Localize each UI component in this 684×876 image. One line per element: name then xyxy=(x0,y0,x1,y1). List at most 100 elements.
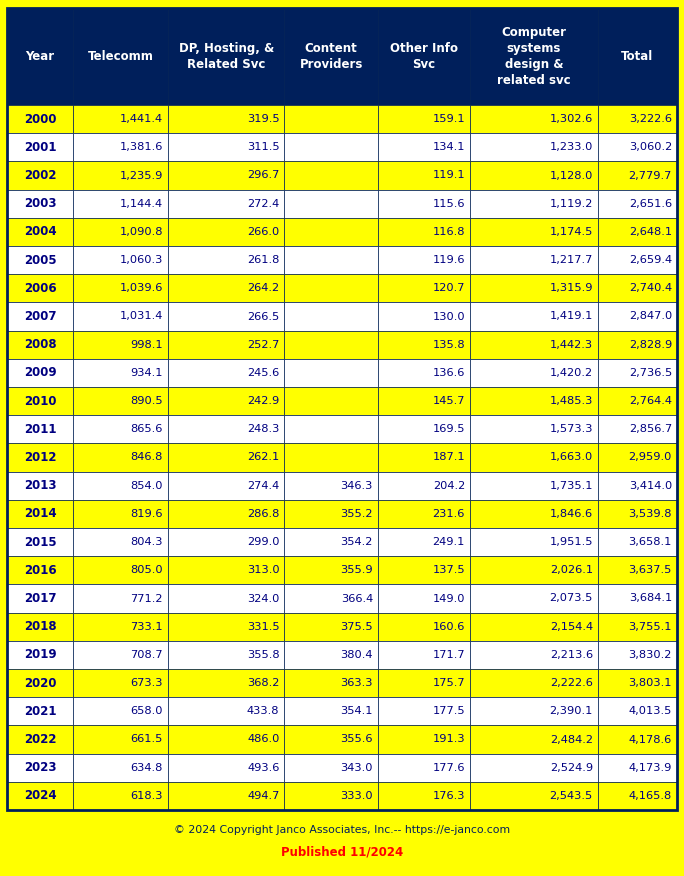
Text: 1,951.5: 1,951.5 xyxy=(549,537,593,548)
Text: © 2024 Copyright Janco Associates, Inc.-- https://e-janco.com: © 2024 Copyright Janco Associates, Inc.-… xyxy=(174,825,510,835)
Bar xyxy=(7,387,73,415)
Bar xyxy=(73,725,168,753)
Text: 1,381.6: 1,381.6 xyxy=(120,142,163,152)
Text: 661.5: 661.5 xyxy=(131,734,163,745)
Bar xyxy=(598,443,677,471)
Text: 2022: 2022 xyxy=(24,733,56,746)
Bar xyxy=(470,330,598,359)
Bar xyxy=(378,302,470,330)
Text: 493.6: 493.6 xyxy=(247,763,280,773)
Text: 2003: 2003 xyxy=(24,197,56,210)
Bar xyxy=(285,753,378,781)
Text: 261.8: 261.8 xyxy=(247,255,280,265)
Bar xyxy=(378,359,470,387)
Text: 175.7: 175.7 xyxy=(432,678,465,689)
Text: 375.5: 375.5 xyxy=(341,622,373,632)
Bar xyxy=(73,612,168,641)
Text: Other Info
Svc: Other Info Svc xyxy=(390,42,458,71)
Text: 2008: 2008 xyxy=(24,338,56,351)
Text: 343.0: 343.0 xyxy=(341,763,373,773)
Text: 771.2: 771.2 xyxy=(131,594,163,604)
Bar xyxy=(7,189,73,218)
Bar xyxy=(598,528,677,556)
Bar xyxy=(470,443,598,471)
Text: 1,235.9: 1,235.9 xyxy=(120,171,163,180)
Text: 1,846.6: 1,846.6 xyxy=(550,509,593,519)
Bar xyxy=(470,105,598,133)
Text: Published 11/2024: Published 11/2024 xyxy=(281,845,403,858)
Bar xyxy=(168,753,285,781)
Text: 2,651.6: 2,651.6 xyxy=(629,199,672,208)
Bar xyxy=(598,753,677,781)
Bar xyxy=(168,105,285,133)
Bar xyxy=(285,274,378,302)
Bar xyxy=(598,415,677,443)
Text: 262.1: 262.1 xyxy=(247,453,280,463)
Text: 934.1: 934.1 xyxy=(131,368,163,378)
Bar xyxy=(7,8,73,105)
Text: 2,213.6: 2,213.6 xyxy=(550,650,593,660)
Bar xyxy=(378,415,470,443)
Bar xyxy=(378,189,470,218)
Bar xyxy=(73,218,168,246)
Bar xyxy=(168,274,285,302)
Bar xyxy=(470,584,598,612)
Text: 2021: 2021 xyxy=(24,705,56,717)
Bar xyxy=(7,500,73,528)
Text: 3,539.8: 3,539.8 xyxy=(629,509,672,519)
Text: 177.5: 177.5 xyxy=(432,706,465,717)
Bar xyxy=(285,8,378,105)
Bar xyxy=(285,612,378,641)
Bar xyxy=(7,725,73,753)
Bar xyxy=(598,584,677,612)
Text: 2,856.7: 2,856.7 xyxy=(629,424,672,434)
Text: 1,128.0: 1,128.0 xyxy=(549,171,593,180)
Bar xyxy=(73,697,168,725)
Text: Year: Year xyxy=(25,50,55,63)
Text: 355.2: 355.2 xyxy=(341,509,373,519)
Text: 2,484.2: 2,484.2 xyxy=(550,734,593,745)
Text: 3,803.1: 3,803.1 xyxy=(629,678,672,689)
Bar xyxy=(285,218,378,246)
Bar xyxy=(378,443,470,471)
Bar xyxy=(598,725,677,753)
Text: 119.6: 119.6 xyxy=(432,255,465,265)
Bar xyxy=(7,781,73,810)
Text: 354.1: 354.1 xyxy=(341,706,373,717)
Bar xyxy=(378,471,470,500)
Text: 1,315.9: 1,315.9 xyxy=(549,283,593,293)
Bar xyxy=(73,387,168,415)
Text: 286.8: 286.8 xyxy=(247,509,280,519)
Text: 264.2: 264.2 xyxy=(248,283,280,293)
Text: 169.5: 169.5 xyxy=(432,424,465,434)
Bar xyxy=(73,781,168,810)
Bar xyxy=(470,189,598,218)
Text: 890.5: 890.5 xyxy=(131,396,163,406)
Bar xyxy=(168,246,285,274)
Bar xyxy=(285,556,378,584)
Text: 159.1: 159.1 xyxy=(432,114,465,124)
Bar xyxy=(168,556,285,584)
Bar xyxy=(285,359,378,387)
Text: 333.0: 333.0 xyxy=(341,791,373,801)
Bar xyxy=(285,781,378,810)
Bar xyxy=(378,500,470,528)
Text: 160.6: 160.6 xyxy=(432,622,465,632)
Text: Telecomm: Telecomm xyxy=(88,50,153,63)
Text: 324.0: 324.0 xyxy=(247,594,280,604)
Bar xyxy=(470,669,598,697)
Bar xyxy=(378,330,470,359)
Text: 2,648.1: 2,648.1 xyxy=(629,227,672,237)
Text: 2,736.5: 2,736.5 xyxy=(629,368,672,378)
Text: 2,026.1: 2,026.1 xyxy=(550,565,593,576)
Text: 249.1: 249.1 xyxy=(432,537,465,548)
Bar xyxy=(378,725,470,753)
Bar xyxy=(378,669,470,697)
Text: 2018: 2018 xyxy=(24,620,56,633)
Text: 4,178.6: 4,178.6 xyxy=(629,734,672,745)
Bar xyxy=(470,161,598,189)
Text: 1,442.3: 1,442.3 xyxy=(550,340,593,350)
Bar xyxy=(470,471,598,500)
Bar xyxy=(73,443,168,471)
Text: 245.6: 245.6 xyxy=(247,368,280,378)
